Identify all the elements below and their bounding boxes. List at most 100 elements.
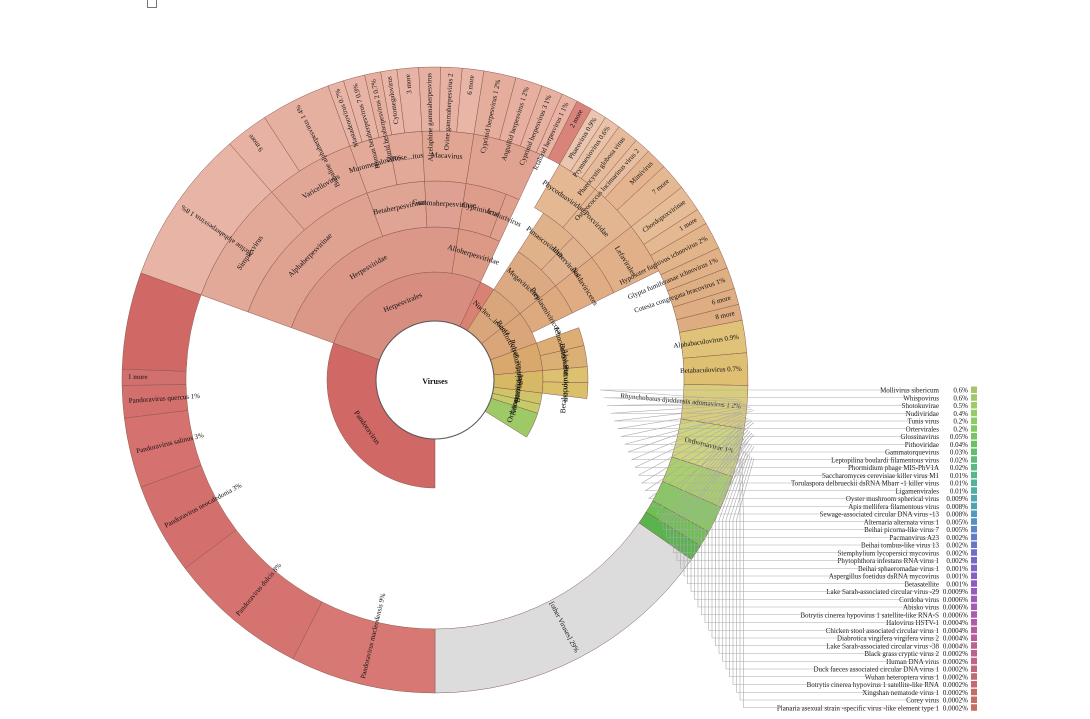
legend-swatch[interactable] — [971, 681, 977, 688]
legend-name[interactable]: Apis mellifera filamentous virus — [848, 503, 939, 511]
legend-name[interactable]: Mollivirus sibericum — [880, 387, 939, 395]
top-left-checkbox[interactable] — [147, 0, 157, 8]
legend-swatch[interactable] — [971, 386, 977, 394]
legend-name[interactable]: Gammatorquevirus — [885, 449, 939, 457]
legend-connector — [722, 452, 937, 662]
legend-pct: 0.0009% — [943, 588, 968, 596]
legend-pct: 0.001% — [946, 565, 968, 573]
legend-swatch[interactable] — [971, 464, 977, 471]
legend-swatch[interactable] — [971, 479, 977, 487]
legend-name[interactable]: Lake Sarah-associated circular virus -38 — [826, 642, 939, 650]
legend-name[interactable]: Halovirus HSTV-1 — [886, 619, 939, 627]
legend-swatch[interactable] — [971, 564, 977, 572]
legend-name[interactable]: Botrytis cinerea hypovirus 1 satellite-l… — [807, 681, 939, 689]
legend-swatch[interactable] — [971, 456, 977, 463]
legend-swatch[interactable] — [971, 541, 977, 549]
legend-swatch[interactable] — [971, 471, 977, 479]
legend-swatch[interactable] — [971, 549, 977, 556]
legend-name[interactable]: Stemphylium lycopersici mycovirus — [838, 549, 940, 557]
legend-name[interactable]: Whispovirus — [903, 394, 939, 402]
legend-name[interactable]: Tunis virus — [908, 418, 940, 426]
legend-name[interactable]: Alternaria alternata virus 1 — [864, 518, 940, 526]
legend-swatch[interactable] — [971, 588, 977, 595]
legend-swatch[interactable] — [971, 417, 977, 425]
legend-name[interactable]: Ligamenvirales — [895, 487, 939, 495]
legend-name[interactable]: Lake Sarah-associated circular virus -29 — [826, 588, 939, 596]
legend-connector — [617, 407, 937, 430]
legend-name[interactable]: Beihai sphaeromadae virus 1 — [858, 565, 940, 573]
legend-swatch[interactable] — [971, 642, 977, 649]
wedge-label: 3 more — [404, 74, 414, 94]
wedge[interactable] — [121, 272, 202, 372]
legend-swatch[interactable] — [971, 402, 977, 409]
legend-swatch[interactable] — [971, 704, 977, 711]
wedge-label: 1 more — [128, 373, 148, 381]
legend-swatch[interactable] — [971, 580, 977, 587]
legend-name[interactable]: Leptopilina boulardi filamentous virus — [831, 456, 939, 464]
legend-name[interactable]: Diabrotica virgifera virgifera virus 2 — [837, 635, 939, 643]
legend-swatch[interactable] — [971, 665, 977, 673]
legend-name[interactable]: Chicken stool associated circular virus … — [826, 627, 940, 635]
legend-connector — [613, 405, 937, 422]
legend-name[interactable]: Cordoba virus — [899, 596, 939, 604]
legend-name[interactable]: Human DNA virus — [886, 658, 939, 666]
legend-swatch[interactable] — [971, 425, 977, 432]
legend-name[interactable]: Ortervirales — [906, 425, 940, 433]
legend-swatch[interactable] — [971, 619, 977, 626]
legend-swatch[interactable] — [971, 440, 977, 448]
legend-swatch[interactable] — [971, 502, 977, 510]
legend-name[interactable]: Shotokuvirae — [902, 402, 939, 410]
legend-pct: 0.0006% — [943, 596, 968, 604]
legend-name[interactable]: Abisko virus — [903, 604, 939, 612]
legend-swatch[interactable] — [971, 433, 977, 440]
legend-name[interactable]: Pithoviridae — [905, 441, 939, 449]
legend-pct: 0.0002% — [943, 681, 968, 689]
legend-name[interactable]: Planaria asexual strain -specific virus … — [777, 704, 940, 712]
legend-swatch[interactable] — [971, 626, 977, 634]
legend-name[interactable]: Glossinavirus — [901, 433, 940, 441]
legend-name[interactable]: Xingshan nematode virus 1 — [862, 689, 939, 697]
legend-swatch[interactable] — [971, 650, 977, 657]
legend-swatch[interactable] — [971, 448, 977, 456]
legend-swatch[interactable] — [971, 595, 977, 603]
legend-name[interactable]: Phormidium phage MIS-PhV1A — [848, 464, 939, 472]
legend-name[interactable]: Beihai tombus-like virus 13 — [861, 542, 939, 550]
legend-swatch[interactable] — [971, 510, 977, 518]
legend-swatch[interactable] — [971, 572, 977, 580]
legend-swatch[interactable] — [971, 394, 977, 401]
legend-name[interactable]: Betasatellite — [904, 580, 939, 588]
legend-swatch[interactable] — [971, 673, 977, 680]
legend-swatch[interactable] — [971, 657, 977, 665]
legend-name[interactable]: Aspergillus foetidus dsRNA mycovirus — [829, 573, 939, 581]
legend-name[interactable]: Black grass cryptic virus 2 — [864, 650, 939, 658]
legend-swatch[interactable] — [971, 603, 977, 611]
legend-swatch[interactable] — [971, 634, 977, 642]
legend-name[interactable]: Torulaspora delbrueckii dsRNA Mbarr -1 k… — [791, 480, 939, 488]
legend-name[interactable]: Corey virus — [906, 697, 939, 705]
legend-name[interactable]: Saccharomyces cerevisiae killer virus M1 — [822, 472, 940, 480]
legend-swatch[interactable] — [971, 487, 977, 494]
legend-name[interactable]: Pacmanvirus A23 — [889, 534, 939, 542]
legend-swatch[interactable] — [971, 696, 977, 704]
legend-swatch[interactable] — [971, 495, 977, 502]
legend-swatch[interactable] — [971, 518, 977, 525]
legend-name[interactable]: Duck faeces associated circular DNA viru… — [813, 666, 939, 674]
legend-swatch[interactable] — [971, 526, 977, 533]
legend-swatch[interactable] — [971, 533, 977, 541]
legend-name[interactable]: Wuhan heteroptera virus 1 — [865, 673, 940, 681]
legend-name[interactable]: Beihai picorna-like virus 7 — [864, 526, 939, 534]
legend-connector — [741, 461, 937, 709]
legend-name[interactable]: Sewage-associated circular DNA virus -13 — [820, 511, 940, 519]
center-hole[interactable] — [375, 320, 495, 440]
legend-swatch[interactable] — [971, 688, 977, 696]
legend-swatch[interactable] — [971, 409, 977, 417]
wedge-label: Gammaherpesvirinae — [412, 197, 477, 209]
wedge[interactable] — [434, 522, 692, 694]
legend-pct: 0.6% — [953, 394, 968, 402]
legend-name[interactable]: Oyster mushroom spherical virus — [846, 495, 939, 503]
legend-name[interactable]: Phytophthora infestans RNA virus 1 — [838, 557, 940, 565]
legend-swatch[interactable] — [971, 557, 977, 564]
legend-swatch[interactable] — [971, 611, 977, 618]
legend-name[interactable]: Nudiviridae — [906, 410, 939, 418]
legend-name[interactable]: Botrytis cinerea hypovirus 1 satellite-l… — [800, 611, 939, 619]
